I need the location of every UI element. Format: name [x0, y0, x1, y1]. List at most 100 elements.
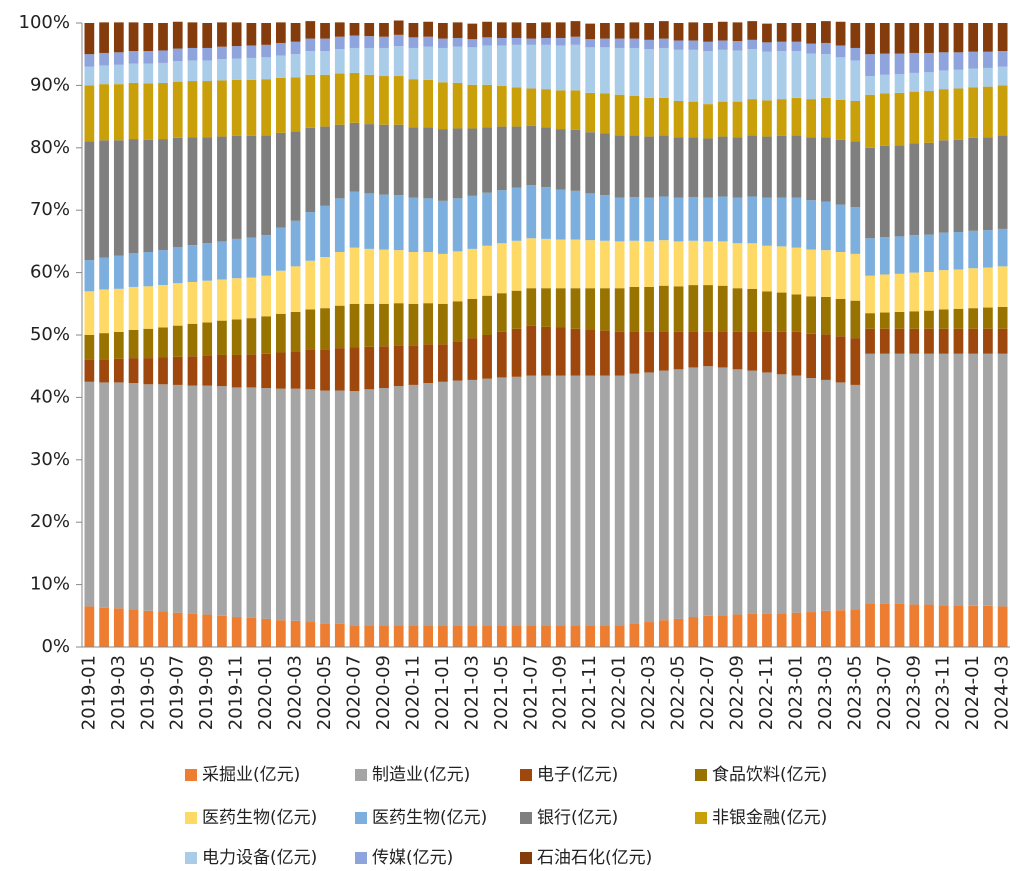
bar-segment [187, 137, 198, 246]
bar-segment [821, 201, 831, 251]
bar-segment [452, 380, 463, 626]
bar-segment [393, 386, 404, 626]
bar-segment [305, 51, 316, 75]
bar-segment [821, 97, 831, 138]
bar-segment [658, 331, 669, 371]
bar-segment [953, 232, 964, 270]
bar-segment [762, 136, 772, 198]
bar-segment [541, 22, 551, 38]
bar-segment [673, 241, 684, 287]
bar-segment [673, 197, 684, 242]
bar-segment [585, 330, 596, 376]
bar-segment [526, 185, 537, 239]
bar-segment [305, 127, 316, 213]
bar-segment [865, 603, 875, 647]
bar-segment [84, 606, 95, 647]
bar-segment [511, 44, 522, 88]
bar-segment [143, 384, 154, 611]
bar-segment [791, 97, 802, 136]
bar-segment [850, 253, 861, 301]
bar-segment [320, 257, 330, 309]
bar-segment [997, 85, 1008, 136]
bar-segment [452, 82, 463, 129]
bar-segment [938, 89, 949, 141]
bar-segment [806, 378, 817, 613]
x-tick-label: 2020-03 [285, 655, 306, 730]
bar-segment [732, 41, 743, 51]
bar-segment [305, 21, 316, 39]
bar-segment [585, 132, 596, 194]
bar-segment [732, 614, 743, 647]
bar-segment [909, 272, 920, 312]
bar-segment [658, 620, 669, 647]
bar-segment [747, 49, 758, 100]
bar-segment [600, 375, 610, 626]
bar-segment [717, 241, 728, 286]
bar-segment [113, 64, 124, 85]
legend-label: 医药生物(亿元) [202, 808, 317, 828]
bar-segment [953, 353, 964, 606]
bar-segment [202, 23, 213, 48]
bar-segment [791, 331, 802, 376]
bar-segment [555, 239, 566, 289]
bar-segment [305, 260, 316, 310]
x-tick-label: 2021-05 [491, 655, 512, 730]
bar-segment [953, 328, 964, 354]
bar-segment [747, 331, 758, 371]
bar-segment [614, 375, 625, 626]
bar-segment [821, 250, 831, 297]
bar-segment [408, 384, 419, 626]
bar-segment [747, 288, 758, 332]
bar-segment [983, 353, 993, 606]
bar-segment [909, 235, 920, 273]
bar-segment [555, 288, 566, 328]
bar-segment [894, 53, 905, 75]
bar-segment [968, 137, 979, 231]
x-tick-label: 2019-03 [108, 655, 129, 730]
bar-segment [555, 37, 566, 46]
bar-segment [482, 625, 492, 647]
bar-segment [732, 369, 743, 615]
bar-segment [776, 374, 787, 614]
bar-segment [570, 190, 581, 240]
bar-segment [924, 271, 934, 311]
bar-segment [143, 328, 154, 359]
bar-segment [997, 23, 1008, 52]
bar-segment [467, 338, 478, 380]
bar-segment [423, 383, 434, 626]
bar-segment [128, 358, 139, 384]
bar-segment [953, 139, 964, 233]
bar-segment [526, 625, 537, 647]
bar-segment [158, 139, 168, 251]
bar-segment [924, 91, 934, 143]
bar-segment [879, 312, 890, 329]
bar-segment [158, 62, 168, 83]
bar-segment [673, 331, 684, 370]
bar-segment [629, 135, 640, 198]
legend-label: 电子(亿元) [537, 765, 618, 785]
bar-segment [644, 241, 654, 287]
bar-segment [364, 74, 375, 125]
bar-segment [158, 384, 168, 612]
bar-segment [865, 76, 875, 95]
bar-segment [762, 51, 772, 101]
bar-segment [217, 386, 227, 616]
bar-segment [614, 288, 625, 332]
bar-segment [305, 212, 316, 261]
bar-segment [438, 625, 448, 647]
bar-segment [158, 327, 168, 358]
bar-segment [84, 23, 95, 55]
bar-segment [968, 308, 979, 329]
bar-segment [703, 104, 713, 139]
bar-segment [84, 359, 95, 382]
bar-segment [305, 349, 316, 390]
bar-segment [158, 82, 168, 140]
bar-segment [379, 625, 389, 647]
bar-segment [511, 187, 522, 241]
bar-segment [275, 270, 286, 314]
bar-segment [423, 625, 434, 647]
bar-segment [703, 285, 713, 332]
bar-segment [865, 94, 875, 148]
bar-segment [423, 36, 434, 47]
